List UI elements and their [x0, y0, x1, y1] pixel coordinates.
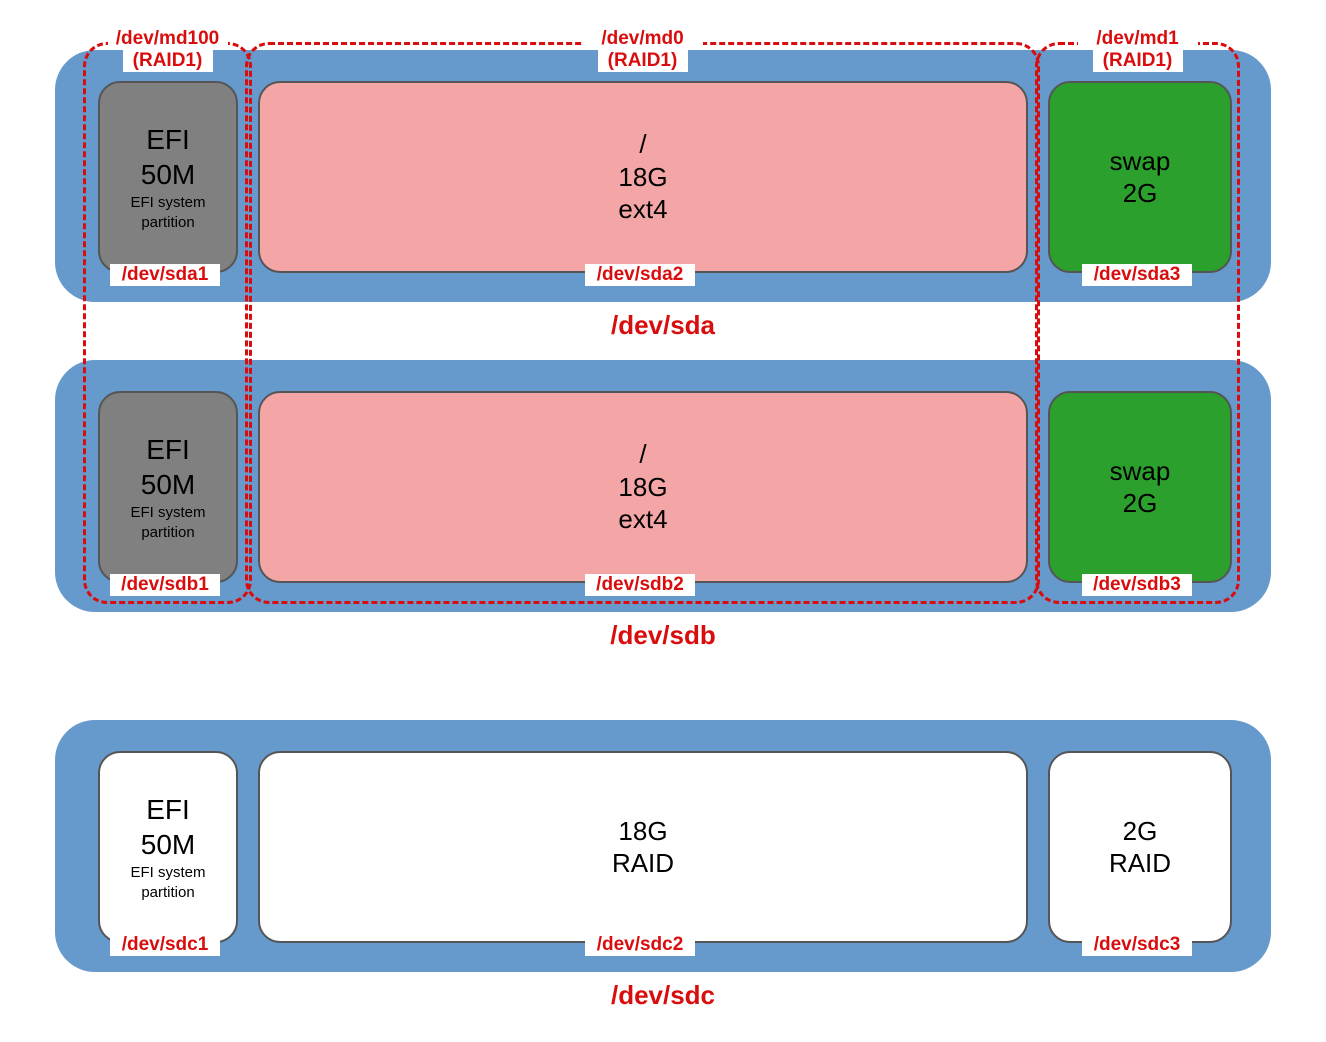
partition-text: EFI [146, 792, 190, 827]
partition-device-label: /dev/sdc1 [110, 934, 220, 956]
partition-text: partition [141, 214, 194, 232]
partition-device-label: /dev/sdc3 [1082, 934, 1192, 956]
partition-device-label: /dev/sda2 [585, 264, 695, 286]
partition-device-label: /dev/sdb1 [110, 574, 220, 596]
raid-device-label: /dev/md1 [1078, 28, 1198, 50]
partition-text: EFI system [130, 194, 205, 212]
partition-device-label: /dev/sdc2 [585, 934, 695, 956]
partition-text: partition [141, 884, 194, 902]
partition-device-label: /dev/sdb2 [585, 574, 695, 596]
disk-cells: EFI50MEFI systempartition18GRAID2GRAID [58, 723, 1268, 969]
partition-text: EFI system [130, 504, 205, 522]
partition-device-label: /dev/sda3 [1082, 264, 1192, 286]
partition-text: 18G [618, 471, 667, 504]
partition-text: / [639, 128, 646, 161]
partition-devsdc1: EFI50M EFI system partition [98, 751, 238, 943]
partition-text: RAID [612, 847, 674, 880]
raid-device-label: /dev/md0 [583, 28, 703, 50]
partition-text: swap [1110, 145, 1171, 178]
partition-devsdb3: swap2G [1048, 391, 1232, 583]
raid-device-label: /dev/md100 [108, 28, 228, 50]
partition-text: 50M [141, 157, 195, 192]
disk-cells: EFI50MEFI systempartition/18Gext4swap2G [58, 53, 1268, 299]
partition-text: EFI [146, 122, 190, 157]
partition-devsdb2: /18Gext4 [258, 391, 1028, 583]
partition-text: partition [141, 524, 194, 542]
partition-text: / [639, 438, 646, 471]
partition-device-label: /dev/sda1 [110, 264, 220, 286]
partition-device-label: /dev/sdb3 [1082, 574, 1192, 596]
partition-text: EFI [146, 432, 190, 467]
partition-text: 2G [1123, 487, 1158, 520]
partition-text: swap [1110, 455, 1171, 488]
disk-label-sdb: /dev/sdb [0, 620, 1326, 651]
disk-cells: EFI50MEFI systempartition/18Gext4swap2G [58, 363, 1268, 609]
partition-devsdb1: EFI50M EFI system partition [98, 391, 238, 583]
partition-text: 2G [1123, 815, 1158, 848]
partition-text: 50M [141, 827, 195, 862]
partition-text: 18G [618, 161, 667, 194]
disk-label-sdc: /dev/sdc [0, 980, 1326, 1011]
partition-text: ext4 [618, 193, 667, 226]
partition-text: 18G [618, 815, 667, 848]
partition-text: 2G [1123, 177, 1158, 210]
partition-devsda3: swap2G [1048, 81, 1232, 273]
raid-type-label: (RAID1) [598, 50, 688, 72]
disk-label-sda: /dev/sda [0, 310, 1326, 341]
partition-text: RAID [1109, 847, 1171, 880]
partition-devsdc3: 2GRAID [1048, 751, 1232, 943]
partition-text: 50M [141, 467, 195, 502]
partition-text: ext4 [618, 503, 667, 536]
partition-text: EFI system [130, 864, 205, 882]
partition-devsda1: EFI50M EFI system partition [98, 81, 238, 273]
raid-type-label: (RAID1) [123, 50, 213, 72]
partition-devsda2: /18Gext4 [258, 81, 1028, 273]
partition-devsdc2: 18GRAID [258, 751, 1028, 943]
raid-type-label: (RAID1) [1093, 50, 1183, 72]
